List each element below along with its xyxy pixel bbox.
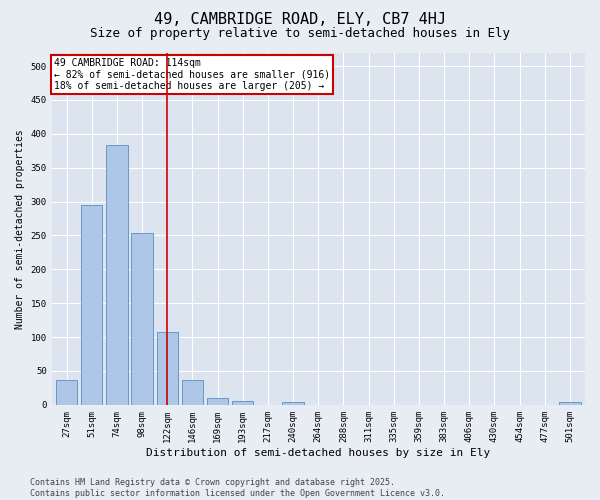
Text: Contains HM Land Registry data © Crown copyright and database right 2025.
Contai: Contains HM Land Registry data © Crown c… — [30, 478, 445, 498]
Bar — [106, 146, 128, 405]
Text: 49, CAMBRIDGE ROAD, ELY, CB7 4HJ: 49, CAMBRIDGE ROAD, ELY, CB7 4HJ — [154, 12, 446, 28]
X-axis label: Distribution of semi-detached houses by size in Ely: Distribution of semi-detached houses by … — [146, 448, 490, 458]
Bar — [182, 380, 203, 405]
Y-axis label: Number of semi-detached properties: Number of semi-detached properties — [15, 129, 25, 328]
Bar — [207, 398, 229, 405]
Bar — [283, 402, 304, 405]
Bar — [56, 380, 77, 405]
Text: Size of property relative to semi-detached houses in Ely: Size of property relative to semi-detach… — [90, 28, 510, 40]
Bar — [232, 401, 253, 405]
Bar — [157, 332, 178, 405]
Text: 49 CAMBRIDGE ROAD: 114sqm
← 82% of semi-detached houses are smaller (916)
18% of: 49 CAMBRIDGE ROAD: 114sqm ← 82% of semi-… — [54, 58, 331, 91]
Bar — [559, 402, 581, 405]
Bar — [81, 205, 103, 405]
Bar — [131, 232, 153, 405]
